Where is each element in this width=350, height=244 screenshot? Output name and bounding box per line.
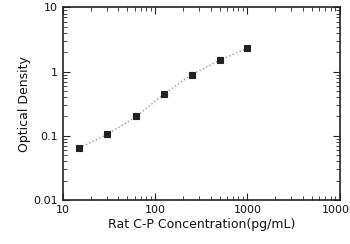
Y-axis label: Optical Density: Optical Density <box>18 56 31 152</box>
X-axis label: Rat C-P Concentration(pg/mL): Rat C-P Concentration(pg/mL) <box>107 218 295 231</box>
